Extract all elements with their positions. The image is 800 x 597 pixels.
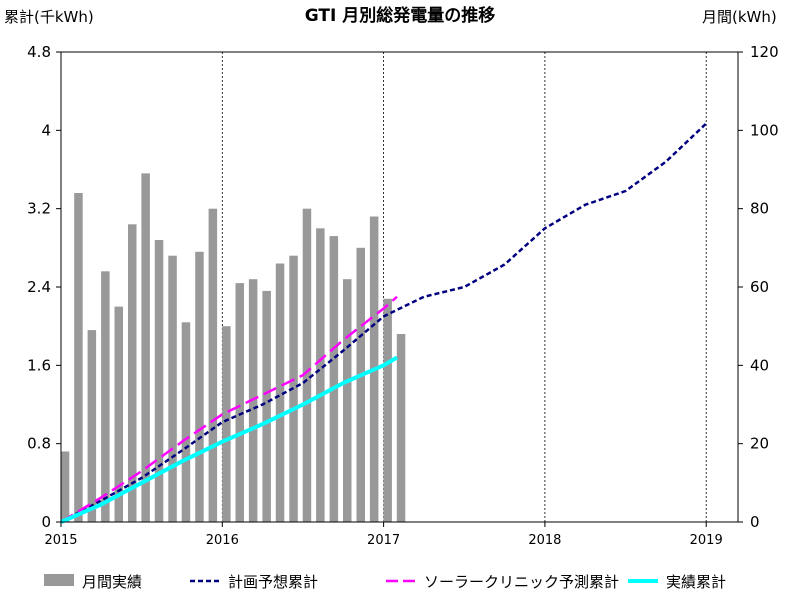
monthly-bar: [356, 247, 365, 523]
monthly-bar: [181, 322, 191, 523]
monthly-bar: [154, 240, 164, 522]
monthly-bar: [383, 298, 392, 523]
monthly-bar: [262, 290, 271, 522]
series-line: [60, 355, 399, 524]
left-axis-label: 累計(千kWh): [4, 8, 94, 26]
monthly-bar: [168, 255, 177, 522]
left-tick-label: 4.8: [27, 43, 51, 61]
left-axis-ticks: 0 0.8 1.6 2.4 3.2 4 4.8: [27, 43, 61, 531]
series-line: [60, 122, 708, 524]
right-tick-label: 120: [750, 43, 779, 61]
monthly-bar: [275, 263, 285, 522]
monthly-bar: [128, 224, 137, 523]
right-tick-label: 100: [750, 121, 779, 139]
right-tick-label: 80: [750, 200, 769, 218]
monthly-bar: [141, 173, 150, 522]
legend-label: ソーラークリニック予測累計: [424, 573, 619, 591]
monthly-bar: [235, 283, 244, 522]
right-axis-label: 月間(kWh): [702, 8, 777, 26]
left-tick-label: 4: [41, 121, 51, 139]
right-tick-label: 60: [750, 278, 769, 296]
legend-swatch: [44, 574, 74, 586]
monthly-bar: [302, 208, 312, 522]
x-tick-label: 2019: [690, 533, 723, 548]
right-tick-label: 40: [750, 356, 769, 374]
x-tick-label: 2018: [528, 533, 561, 548]
right-tick-label: 0: [750, 513, 760, 531]
x-tick-label: 2016: [206, 533, 239, 548]
monthly-bar: [74, 193, 83, 522]
right-axis-ticks: 0 20 40 60 80 100 120: [738, 43, 779, 531]
series-line: [60, 295, 398, 524]
legend-label: 計画予想累計: [228, 573, 318, 591]
monthly-bar: [316, 228, 325, 523]
chart-title: GTI 月別総発電量の推移: [305, 5, 496, 26]
left-tick-label: 3.2: [27, 200, 51, 218]
x-tick-label: 2015: [44, 533, 77, 548]
legend: 月間実績 計画予想累計 ソーラークリニック予測累計 実績累計: [44, 573, 726, 591]
monthly-bar: [343, 279, 352, 522]
monthly-bar: [208, 208, 218, 522]
monthly-bar: [60, 451, 70, 522]
monthly-bar: [329, 236, 339, 522]
x-axis-ticks: 2015 2016 2017 2018 2019: [44, 522, 723, 548]
monthly-bar: [195, 251, 204, 523]
monthly-bar: [222, 326, 231, 522]
monthly-bar: [101, 271, 110, 522]
left-tick-label: 2.4: [27, 278, 51, 296]
monthly-bar: [87, 330, 97, 522]
monthly-bar: [114, 306, 123, 522]
legend-label: 実績累計: [666, 573, 726, 591]
left-tick-label: 0.8: [27, 435, 51, 453]
left-tick-label: 0: [41, 513, 51, 531]
monthly-bar: [396, 334, 406, 522]
cumulative-lines: [60, 122, 708, 524]
legend-label: 月間実績: [82, 573, 142, 591]
left-tick-label: 1.6: [27, 356, 51, 374]
right-tick-label: 20: [750, 435, 769, 453]
x-tick-label: 2017: [367, 533, 400, 548]
